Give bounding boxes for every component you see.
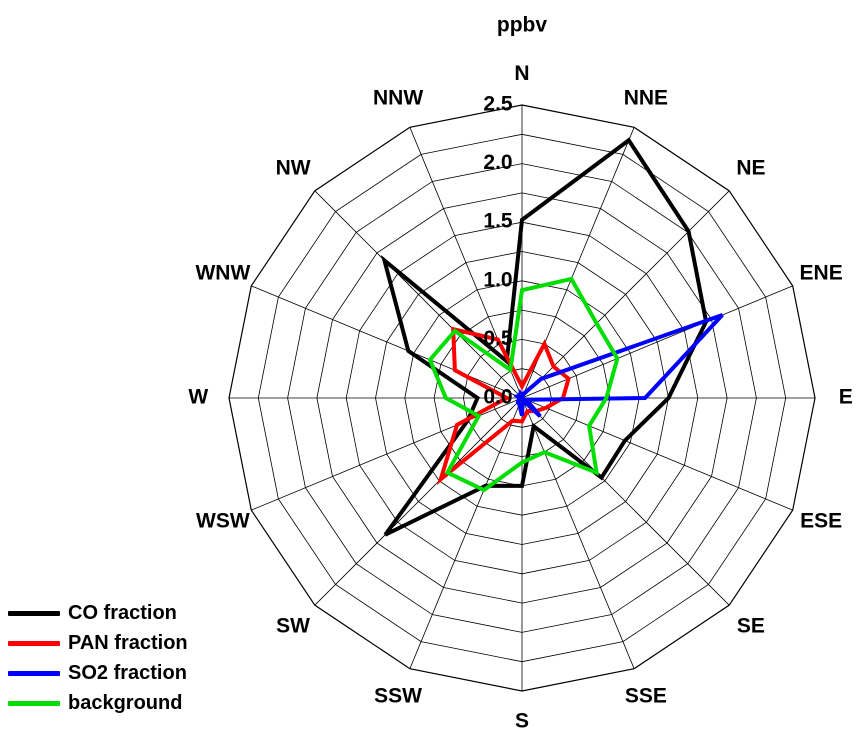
direction-label-e: E [839,386,853,409]
legend-label-background: background [68,691,183,714]
direction-label-ne: NE [736,157,765,180]
grid-spoke [521,285,793,399]
direction-label-nne: NNE [624,86,668,109]
series-line-0 [380,137,709,537]
series-line-1 [437,326,571,485]
r-tick-label: 1.0 [483,268,512,291]
direction-label-se: SE [737,614,765,637]
grid-spoke [521,397,730,606]
direction-label-ene: ENE [800,262,843,285]
grid-spoke [521,397,635,669]
direction-label-nw: NW [276,157,311,180]
legend-item-co: CO fraction [8,598,188,628]
direction-label-nnw: NNW [373,86,423,109]
legend: CO fraction PAN fraction SO2 fraction ba… [8,598,188,718]
legend-swatch-background [8,700,60,706]
direction-label-sw: SW [276,614,310,637]
legend-item-pan: PAN fraction [8,628,188,658]
legend-item-so2: SO2 fraction [8,658,188,688]
r-tick-label: 0.0 [483,386,512,409]
legend-swatch-so2 [8,670,60,676]
legend-label-co: CO fraction [68,601,177,624]
r-tick-label: 1.5 [483,210,513,233]
legend-swatch-co [8,610,60,616]
legend-item-background: background [8,688,188,718]
legend-swatch-pan [8,640,60,646]
direction-label-s: S [515,709,529,732]
r-tick-label: 2.0 [483,151,512,174]
direction-label-ssw: SSW [374,685,422,708]
grid-spoke [521,397,793,511]
direction-label-n: N [514,62,529,85]
legend-label-so2: SO2 fraction [68,661,187,684]
direction-label-ese: ESE [800,509,842,532]
legend-label-pan: PAN fraction [68,631,188,654]
grid-spoke [409,397,523,669]
direction-label-wnw: WNW [195,262,250,285]
direction-label-w: W [188,386,208,409]
series-line-3 [427,276,620,493]
series-line-2 [512,313,724,418]
grid-spoke [314,397,523,606]
grid-spoke [251,285,523,399]
grid-spoke [521,190,730,399]
direction-label-sse: SSE [625,685,667,708]
grid-spoke [314,190,523,399]
r-tick-label: 2.5 [483,93,513,116]
grid-spoke [251,397,523,511]
direction-label-wsw: WSW [196,509,250,532]
r-tick-label: 0.5 [483,327,513,350]
unit-label: ppbv [497,14,547,37]
